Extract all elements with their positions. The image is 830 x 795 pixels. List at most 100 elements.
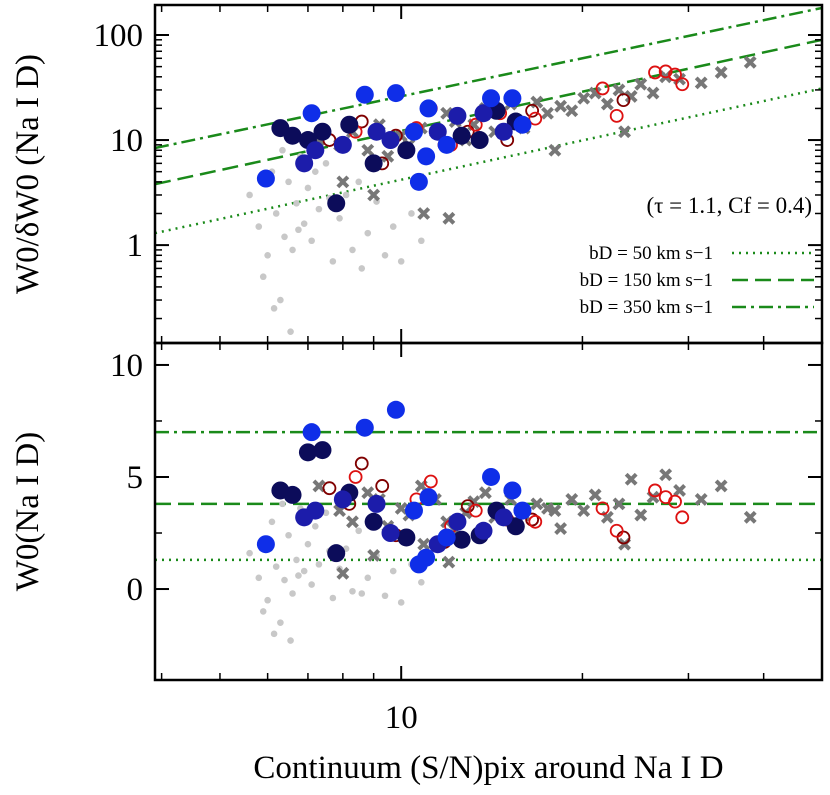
point [668, 494, 682, 509]
point [675, 510, 690, 525]
point [418, 237, 425, 245]
point [612, 83, 626, 97]
point [419, 99, 438, 118]
point [295, 154, 314, 173]
point [743, 510, 757, 524]
point [595, 501, 610, 516]
point [494, 122, 513, 141]
point [397, 599, 405, 606]
point [419, 488, 438, 507]
point [293, 556, 300, 564]
point [548, 143, 562, 157]
point [397, 258, 405, 265]
x-axis-label: Continuum (S/N)pix around Na I D [253, 750, 723, 786]
point [364, 512, 383, 531]
point [346, 515, 359, 529]
point [577, 504, 591, 518]
point [470, 131, 489, 150]
point [478, 486, 492, 500]
point [358, 265, 366, 272]
point [355, 178, 363, 186]
point [272, 210, 280, 217]
legend-label: bD = 50 km s−1 [589, 243, 713, 264]
point [270, 630, 278, 638]
point [246, 191, 253, 199]
point [634, 508, 648, 522]
point [513, 115, 532, 134]
point [349, 246, 356, 254]
y-axis-label: W0/δW0 (Na I D) [10, 54, 46, 294]
y-tick-label: 10 [110, 348, 143, 384]
point [554, 522, 568, 535]
point [312, 168, 319, 175]
point [452, 126, 471, 145]
point [306, 141, 325, 160]
point [255, 223, 263, 230]
x-tick-label: 10 [385, 700, 418, 736]
point [428, 122, 447, 141]
point [565, 492, 579, 506]
point [389, 567, 397, 575]
point [367, 549, 381, 562]
point [315, 205, 323, 213]
point [277, 296, 284, 304]
point [283, 126, 302, 145]
point [442, 555, 456, 569]
point [304, 184, 312, 192]
point [264, 596, 271, 604]
point [417, 147, 436, 166]
point [694, 492, 708, 506]
point [404, 122, 423, 141]
point [329, 594, 337, 602]
point [304, 540, 312, 548]
point [285, 531, 292, 539]
point [381, 149, 395, 163]
point [333, 490, 352, 509]
point [618, 125, 632, 139]
point [381, 592, 389, 600]
point [367, 494, 386, 513]
point [364, 574, 372, 582]
y-tick-label: 100 [94, 18, 144, 54]
point [313, 441, 332, 460]
point [417, 548, 436, 567]
point [474, 521, 493, 540]
point [289, 246, 296, 254]
point [364, 229, 372, 237]
point [295, 572, 302, 579]
y-tick-label: 0 [127, 572, 144, 608]
point [648, 65, 662, 80]
point [389, 223, 397, 230]
point [315, 561, 323, 568]
point [281, 233, 288, 241]
point [246, 549, 253, 557]
point [355, 418, 374, 437]
point [409, 172, 428, 191]
annotation: (τ = 1.1, Cf = 0.4) [646, 193, 812, 218]
legend-label: bD = 350 km s−1 [580, 297, 713, 318]
point [312, 522, 319, 530]
y-axis-label: W0(Na I D) [10, 432, 46, 591]
point [300, 567, 308, 575]
point [452, 530, 471, 549]
point [361, 486, 375, 500]
point [256, 535, 275, 554]
point [577, 91, 591, 105]
point [272, 563, 280, 570]
point [289, 590, 296, 597]
point [624, 90, 638, 103]
point [327, 194, 346, 213]
point [336, 214, 343, 222]
point [279, 146, 286, 154]
point [293, 200, 300, 207]
point [322, 509, 330, 517]
point [306, 501, 325, 520]
point [437, 135, 456, 154]
point [658, 64, 673, 79]
point [295, 226, 302, 234]
point [743, 55, 757, 69]
point [355, 85, 374, 104]
point [437, 528, 456, 547]
point [417, 537, 431, 551]
